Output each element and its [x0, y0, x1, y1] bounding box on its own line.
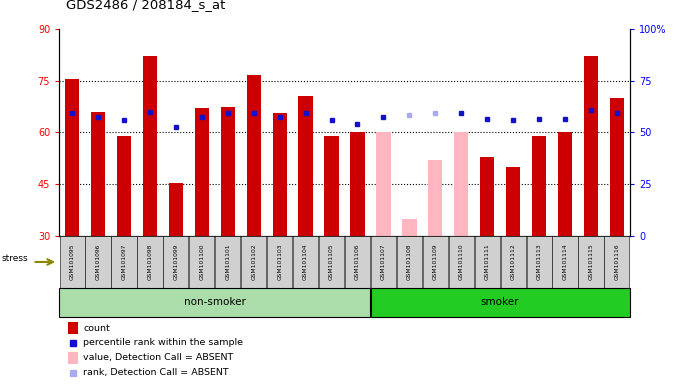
- Bar: [221, 106, 235, 236]
- FancyBboxPatch shape: [319, 236, 344, 288]
- Text: GSM101095: GSM101095: [70, 244, 74, 280]
- FancyBboxPatch shape: [293, 236, 318, 288]
- Bar: [143, 56, 157, 236]
- Bar: [168, 183, 183, 236]
- Text: GSM101101: GSM101101: [226, 244, 230, 280]
- FancyBboxPatch shape: [189, 236, 214, 288]
- FancyBboxPatch shape: [215, 236, 240, 288]
- FancyBboxPatch shape: [449, 236, 474, 288]
- Text: GSM101110: GSM101110: [459, 244, 464, 280]
- Text: GDS2486 / 208184_s_at: GDS2486 / 208184_s_at: [66, 0, 226, 12]
- Bar: [246, 75, 261, 236]
- FancyBboxPatch shape: [59, 288, 370, 317]
- Text: value, Detection Call = ABSENT: value, Detection Call = ABSENT: [84, 353, 234, 362]
- FancyBboxPatch shape: [137, 236, 163, 288]
- Bar: [324, 136, 339, 236]
- FancyBboxPatch shape: [371, 236, 396, 288]
- FancyBboxPatch shape: [111, 236, 136, 288]
- Text: GSM101097: GSM101097: [122, 244, 127, 280]
- Text: non-smoker: non-smoker: [184, 297, 246, 308]
- FancyBboxPatch shape: [475, 236, 500, 288]
- Bar: [273, 114, 287, 236]
- FancyBboxPatch shape: [500, 236, 525, 288]
- FancyBboxPatch shape: [267, 236, 292, 288]
- FancyBboxPatch shape: [60, 236, 85, 288]
- Bar: [610, 98, 624, 236]
- Bar: [68, 322, 79, 334]
- Text: GSM101102: GSM101102: [251, 244, 256, 280]
- Bar: [195, 108, 209, 236]
- Text: percentile rank within the sample: percentile rank within the sample: [84, 338, 244, 348]
- Bar: [428, 160, 443, 236]
- Text: GSM101112: GSM101112: [511, 244, 516, 280]
- Text: stress: stress: [1, 254, 28, 263]
- Text: GSM101105: GSM101105: [329, 244, 334, 280]
- FancyBboxPatch shape: [526, 236, 552, 288]
- Text: GSM101108: GSM101108: [407, 244, 412, 280]
- Bar: [68, 352, 79, 364]
- Text: rank, Detection Call = ABSENT: rank, Detection Call = ABSENT: [84, 368, 229, 377]
- Text: GSM101099: GSM101099: [173, 244, 178, 280]
- Bar: [558, 132, 572, 236]
- FancyBboxPatch shape: [86, 236, 111, 288]
- Bar: [506, 167, 521, 236]
- Bar: [91, 112, 105, 236]
- Text: GSM101106: GSM101106: [355, 244, 360, 280]
- Text: GSM101100: GSM101100: [199, 244, 205, 280]
- Text: GSM101096: GSM101096: [95, 244, 101, 280]
- Text: GSM101109: GSM101109: [433, 244, 438, 280]
- Text: GSM101098: GSM101098: [148, 244, 152, 280]
- FancyBboxPatch shape: [553, 236, 578, 288]
- FancyBboxPatch shape: [345, 236, 370, 288]
- Text: smoker: smoker: [481, 297, 519, 308]
- Bar: [65, 79, 79, 236]
- FancyBboxPatch shape: [241, 236, 267, 288]
- Text: GSM101114: GSM101114: [562, 244, 567, 280]
- Bar: [299, 96, 313, 236]
- Text: GSM101104: GSM101104: [303, 244, 308, 280]
- Bar: [117, 136, 131, 236]
- Text: GSM101107: GSM101107: [381, 244, 386, 280]
- Bar: [350, 132, 365, 236]
- Text: count: count: [84, 324, 110, 333]
- FancyBboxPatch shape: [164, 236, 189, 288]
- FancyBboxPatch shape: [370, 288, 630, 317]
- Bar: [377, 132, 390, 236]
- Bar: [480, 157, 494, 236]
- FancyBboxPatch shape: [578, 236, 603, 288]
- Bar: [402, 219, 416, 236]
- Text: GSM101111: GSM101111: [484, 244, 490, 280]
- Bar: [454, 132, 468, 236]
- Bar: [584, 56, 598, 236]
- Text: GSM101103: GSM101103: [277, 244, 282, 280]
- Text: GSM101116: GSM101116: [615, 244, 619, 280]
- Text: GSM101113: GSM101113: [537, 244, 541, 280]
- FancyBboxPatch shape: [397, 236, 422, 288]
- FancyBboxPatch shape: [604, 236, 629, 288]
- Text: GSM101115: GSM101115: [588, 244, 594, 280]
- Bar: [532, 136, 546, 236]
- FancyBboxPatch shape: [422, 236, 448, 288]
